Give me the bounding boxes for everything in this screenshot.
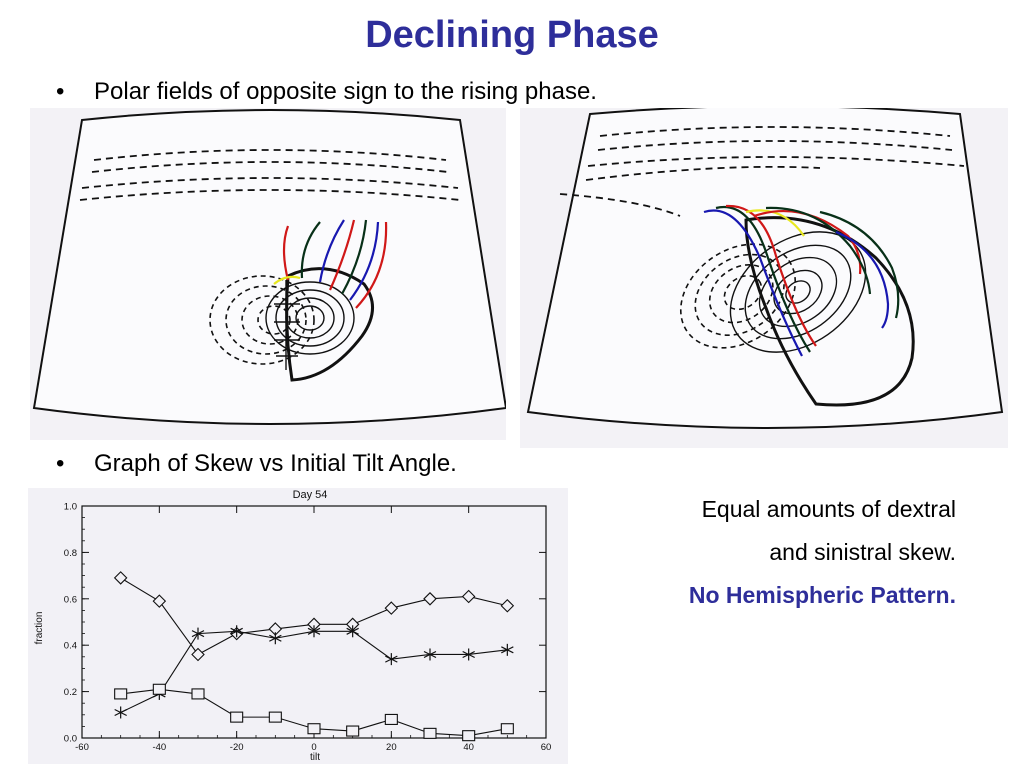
data-point-asterisk (385, 653, 398, 666)
polar-field-line (585, 165, 821, 181)
chart-xlabel: tilt (310, 752, 320, 763)
x-tick-label: 60 (541, 742, 552, 753)
note-equal-amounts: Equal amounts of dextral (701, 496, 956, 522)
data-point-square (114, 688, 128, 700)
bullet-symbol: • (56, 450, 65, 477)
y-tick-label: 0.2 (64, 687, 77, 698)
data-point-square (307, 723, 321, 735)
data-point-diamond (423, 592, 437, 606)
chart-ylabel: fraction (34, 612, 45, 645)
x-tick-label: 20 (386, 742, 397, 753)
series-line-diamond (120, 577, 508, 656)
data-point-square (500, 723, 514, 735)
field-diagram-right-svg (526, 105, 1004, 429)
y-tick-label: 0.4 (64, 641, 77, 652)
y-tick-label: 0.0 (64, 734, 77, 745)
bullet-skew-graph: • Graph of Skew vs Initial Tilt Angle. (56, 450, 457, 478)
note-no-hemispheric-pattern: No Hemispheric Pattern. (688, 582, 956, 608)
y-tick-label: 0.8 (64, 548, 77, 559)
data-point-asterisk (423, 648, 437, 661)
polar-field-line (599, 126, 951, 137)
data-point-square (346, 725, 360, 737)
filament-axis (274, 280, 300, 370)
data-point-square (152, 683, 166, 695)
data-point-diamond (500, 598, 515, 613)
filament-field-lines (703, 204, 900, 357)
positive-polarity-contours (265, 281, 355, 355)
x-tick-label: -40 (152, 742, 166, 753)
x-tick-label: 40 (463, 742, 474, 753)
field-diagram-left (30, 108, 508, 440)
slide-title: Declining Phase (365, 14, 659, 56)
data-point-asterisk (346, 625, 359, 638)
data-point-asterisk (462, 648, 475, 661)
polar-field-line (93, 149, 447, 161)
data-point-asterisk (191, 627, 205, 640)
field-diagram-left-svg (32, 109, 508, 425)
series-line-asterisk (120, 630, 508, 713)
bullet-text: Graph of Skew vs Initial Tilt Angle. (94, 450, 457, 477)
data-point-diamond (113, 571, 128, 585)
data-point-square (462, 730, 476, 742)
chart-title: Day 54 (293, 489, 328, 501)
skew-tilt-chart-svg: Day 54 tilt fraction -60 -40 -20 0 20 40 60 0.0… (34, 489, 552, 763)
notes-block: Equal amounts of dextral and sinistral s… (576, 488, 956, 617)
data-point-diamond (384, 601, 399, 615)
data-point-diamond (191, 647, 205, 662)
negative-polarity-contours (209, 275, 315, 365)
data-point-asterisk (307, 625, 321, 638)
polar-field-line (81, 177, 459, 189)
data-point-diamond (461, 589, 476, 604)
note-dextral-sinistral: and sinistral skew. (769, 539, 956, 565)
bullet-symbol: • (56, 78, 65, 105)
data-point-square (230, 711, 244, 723)
polar-field-line (597, 140, 953, 151)
y-tick-label: 0.6 (64, 594, 77, 605)
bullet-polar-fields: • Polar fields of opposite sign to the r… (56, 78, 597, 106)
polar-field-line (559, 193, 681, 217)
bullet-text: Polar fields of opposite sign to the ris… (94, 78, 597, 105)
data-point-square (191, 688, 205, 700)
polar-field-line (79, 189, 461, 201)
x-tick-label: 0 (311, 742, 316, 753)
data-point-square (268, 711, 282, 723)
x-tick-label: -60 (75, 742, 89, 753)
field-diagram-right (520, 105, 1008, 448)
polar-field-line (587, 156, 965, 167)
sector-outline (32, 109, 508, 425)
data-point-asterisk (269, 632, 282, 645)
filament-field-lines (273, 219, 388, 309)
x-tick-label: -20 (230, 742, 244, 753)
data-point-asterisk (501, 643, 514, 656)
data-point-asterisk (230, 625, 243, 638)
data-point-asterisk (114, 706, 127, 719)
data-point-square (423, 727, 437, 739)
y-tick-label: 1.0 (64, 502, 77, 513)
data-point-diamond (152, 594, 167, 608)
skew-tilt-chart: Day 54 tilt fraction -60 -40 -20 0 20 40 60 0.0… (28, 488, 568, 764)
data-point-square (384, 713, 398, 725)
